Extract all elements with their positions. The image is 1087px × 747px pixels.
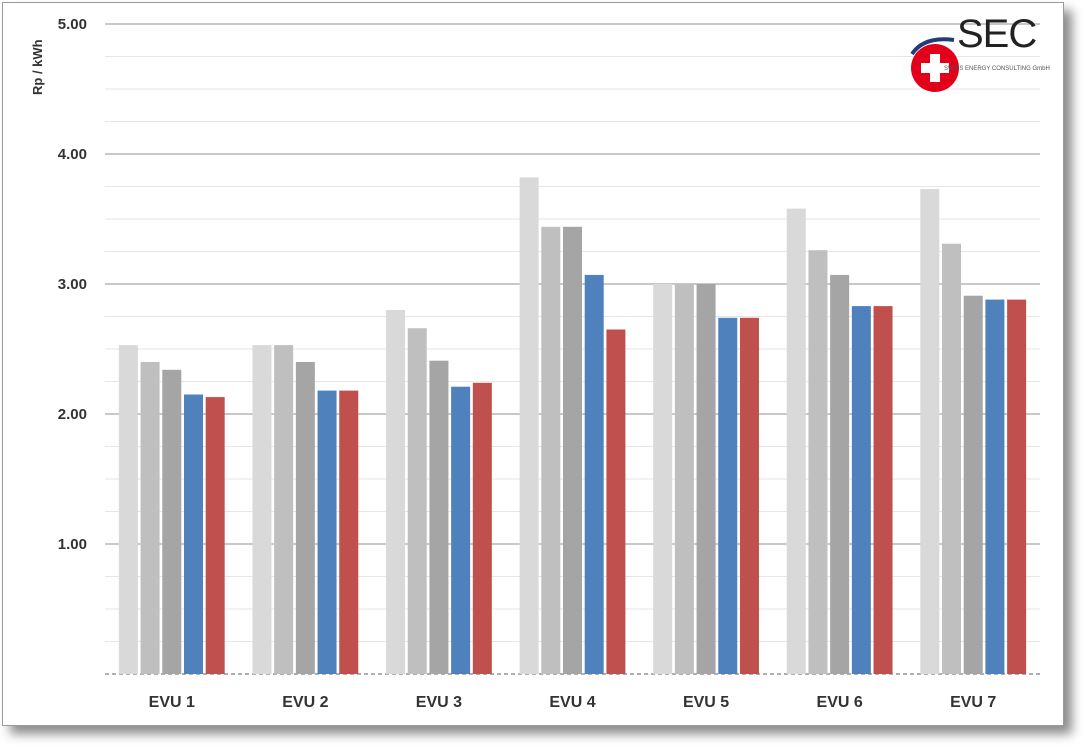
bar-4-4 [584,274,604,674]
bar-7-2 [942,243,962,674]
bar-6-1 [786,208,806,674]
bar-7-1 [920,189,940,674]
bar-3-3 [429,360,449,674]
bar-4-1 [519,177,539,674]
bar-3-1 [386,310,406,674]
bar-7-3 [963,295,983,674]
bar-1-2 [140,362,160,674]
bar-1-3 [162,369,182,674]
bar-2-5 [339,390,359,674]
bar-6-3 [830,274,850,674]
bar-2-3 [295,362,315,674]
category-label: EVU 3 [416,694,462,711]
y-tick-label: 1.00 [58,536,87,553]
category-label: EVU 7 [950,694,996,711]
bar-1-1 [118,345,138,674]
category-label: EVU 1 [149,694,195,711]
bar-7-5 [1007,299,1027,674]
bar-2-1 [252,345,272,674]
bar-5-5 [739,317,759,674]
bar-7-4 [985,299,1005,674]
category-label: EVU 4 [549,694,595,711]
category-label: EVU 6 [817,694,863,711]
bar-5-3 [696,284,716,674]
bars [118,177,1027,675]
logo-subtitle: SWISS ENERGY CONSULTING GmbH [944,66,1050,72]
y-tick-label: 2.00 [58,406,87,423]
bar-4-5 [606,329,626,674]
y-tick-labels: 1.00 2.00 3.00 4.00 5.00 [58,16,87,553]
y-tick-label: 5.00 [58,16,87,33]
y-tick-label: 4.00 [58,146,87,163]
y-tick-label: 3.00 [58,276,87,293]
swiss-cross-icon [910,37,959,92]
bar-3-4 [451,386,471,674]
bar-4-3 [563,226,582,675]
bar-2-4 [317,390,337,674]
bar-3-2 [407,328,427,674]
bar-6-5 [873,306,893,674]
category-label: EVU 5 [683,694,729,711]
bar-1-5 [205,397,225,674]
logo-text: SEC [957,12,1037,56]
bar-5-1 [653,284,673,674]
bar-2-2 [274,345,294,674]
bar-4-2 [541,226,561,675]
bar-1-4 [183,394,203,674]
bar-6-2 [808,250,828,674]
sec-logo: SEC SWISS ENERGY CONSULTING GmbH [906,12,1050,96]
bar-5-2 [674,284,694,674]
bar-6-4 [851,306,871,674]
category-labels: EVU 1 EVU 2 EVU 3 EVU 4 EVU 5 EVU 6 EVU 7 [149,694,997,711]
y-axis-label: Rp / kWh [30,39,45,95]
bar-3-5 [472,382,492,674]
category-label: EVU 2 [282,694,328,711]
bar-5-4 [718,317,738,674]
